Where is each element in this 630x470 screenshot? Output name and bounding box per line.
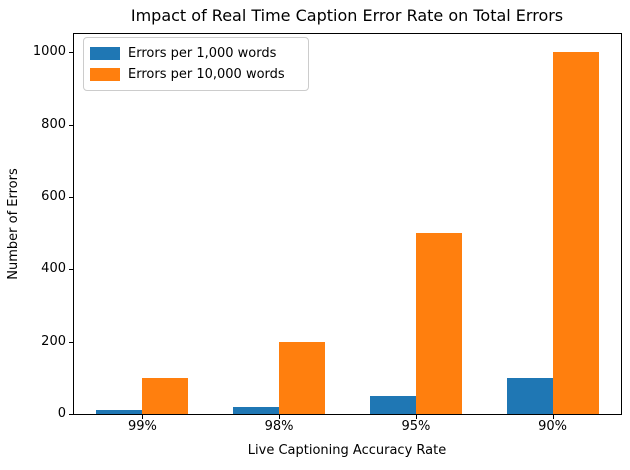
y-tick-mark — [69, 414, 73, 415]
y-tick-label: 1000 — [32, 44, 66, 60]
x-tick-label: 90% — [538, 419, 568, 434]
legend-swatch-orange — [90, 68, 120, 81]
bar-90%-series-1 — [552, 52, 599, 414]
x-tick-mark — [279, 415, 281, 419]
y-tick-label: 800 — [41, 116, 66, 132]
y-tick-label: 400 — [41, 261, 66, 277]
y-tick-label: 200 — [41, 333, 66, 349]
y-tick-mark — [69, 124, 73, 126]
bar-99%-series-1 — [142, 378, 189, 414]
bar-98%-series-1 — [279, 342, 326, 414]
legend-label: Errors per 10,000 words — [128, 66, 285, 82]
x-tick-label: 95% — [401, 419, 431, 434]
bar-95%-series-1 — [415, 233, 462, 414]
plot-area: Errors per 1,000 words Errors per 10,000… — [73, 33, 622, 415]
x-axis-label: Live Captioning Accuracy Rate — [247, 443, 447, 458]
bar-90%-series-0 — [506, 378, 553, 414]
y-tick-mark — [69, 196, 73, 198]
y-tick-label: 600 — [41, 188, 66, 204]
x-tick-mark — [415, 415, 417, 419]
bar-98%-series-0 — [233, 407, 280, 414]
legend-item: Errors per 10,000 words — [90, 64, 300, 85]
chart-title: Impact of Real Time Caption Error Rate o… — [130, 6, 564, 25]
y-tick-mark — [69, 269, 73, 271]
legend-item: Errors per 1,000 words — [90, 43, 300, 64]
legend-label: Errors per 1,000 words — [128, 45, 277, 61]
y-axis-label: Number of Errors — [6, 168, 21, 280]
x-tick-label: 99% — [127, 419, 157, 434]
bar-99%-series-0 — [96, 410, 143, 414]
x-tick-label: 98% — [264, 419, 294, 434]
x-tick-mark — [142, 415, 144, 419]
bar-95%-series-0 — [369, 396, 416, 414]
legend: Errors per 1,000 words Errors per 10,000… — [83, 37, 309, 91]
y-tick-mark — [69, 341, 73, 343]
x-tick-mark — [552, 415, 554, 419]
y-tick-mark — [69, 52, 73, 54]
y-tick-label: 0 — [57, 406, 66, 421]
legend-swatch-blue — [90, 47, 120, 60]
